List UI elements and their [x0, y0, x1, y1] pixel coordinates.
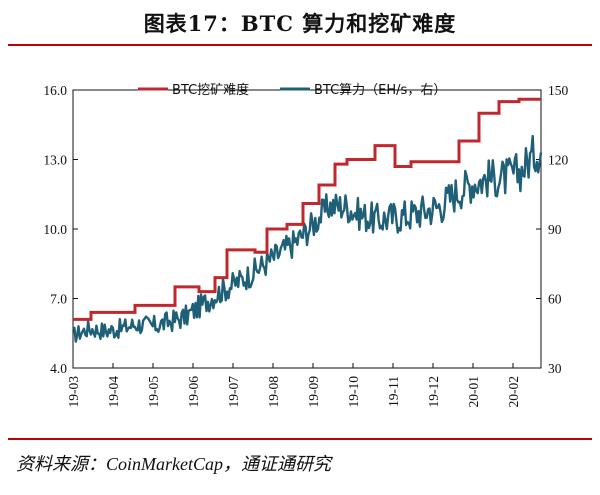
- right-tick-label: 60: [548, 292, 562, 307]
- x-tick-label: 19-03: [66, 376, 81, 408]
- series-layer: [72, 97, 543, 343]
- left-tick-label: 10.0: [43, 222, 67, 237]
- right-tick-label: 150: [548, 83, 569, 98]
- source-note: 资料来源：CoinMarketCap，通证通研究: [16, 454, 331, 474]
- x-tick-label: 19-07: [226, 376, 241, 408]
- x-axis: 19-03 19-04 19-05 19-06 19-07 19-08 19-09 19-10…: [66, 363, 521, 408]
- left-tick-label: 7.0: [50, 292, 67, 307]
- x-tick-label: 19-09: [306, 376, 321, 408]
- x-tick-label: 20-01: [466, 376, 481, 408]
- footer-divider: [8, 438, 592, 440]
- legend-label-hashrate: BTC算力（EH/s，右）: [314, 83, 446, 98]
- x-tick-label: 19-05: [146, 376, 161, 408]
- right-tick-label: 120: [548, 153, 569, 168]
- right-axis: 30 60 90 120 150: [536, 83, 569, 376]
- x-tick-label: 20-02: [506, 376, 521, 408]
- x-tick-label: 19-11: [386, 376, 401, 407]
- series-hashrate-line: [72, 134, 543, 343]
- legend: BTC挖矿难度 BTC算力（EH/s，右）: [138, 82, 446, 98]
- title-divider: [8, 44, 592, 46]
- left-tick-label: 4.0: [50, 361, 67, 376]
- chart-title: 图表17：BTC 算力和挖矿难度: [143, 11, 457, 36]
- legend-label-difficulty: BTC挖矿难度: [172, 82, 249, 98]
- x-tick-label: 19-06: [186, 376, 201, 408]
- x-tick-label: 19-04: [106, 376, 121, 408]
- right-tick-label: 90: [548, 222, 562, 237]
- left-tick-label: 16.0: [43, 83, 67, 98]
- left-tick-label: 13.0: [43, 153, 67, 168]
- x-tick-label: 19-10: [346, 376, 361, 408]
- x-tick-label: 19-08: [266, 376, 281, 408]
- x-tick-label: 19-12: [426, 376, 441, 408]
- right-tick-label: 30: [548, 361, 562, 376]
- left-axis: 4.0 7.0 10.0 13.0 16.0: [43, 83, 78, 376]
- series-difficulty-line: [73, 97, 541, 321]
